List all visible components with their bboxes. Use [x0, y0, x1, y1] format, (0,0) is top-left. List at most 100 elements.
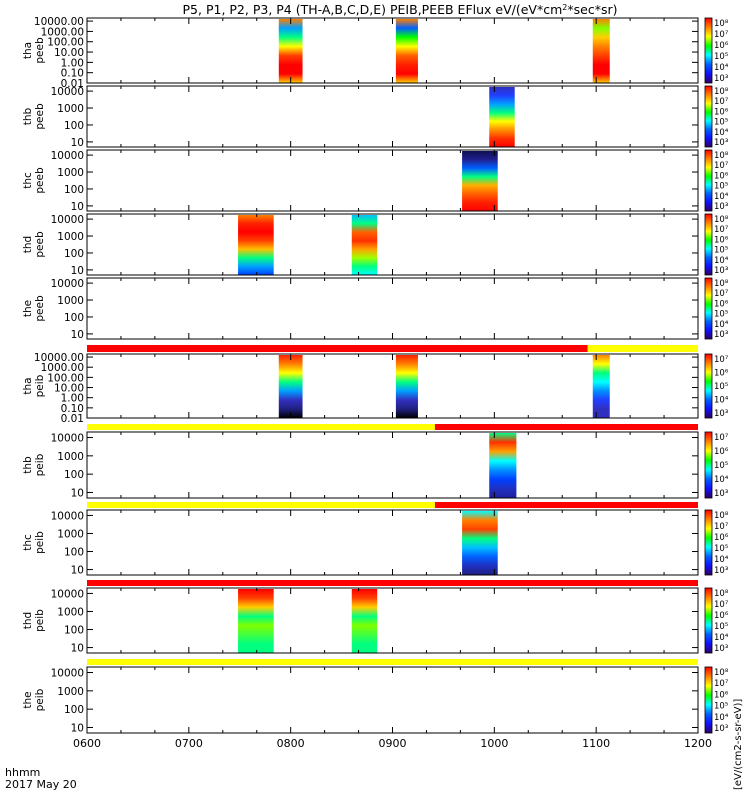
y-tick-label-1-3: 10: [71, 137, 84, 149]
colorbar-tick-5-2: 10⁵: [714, 382, 728, 392]
panel-frame-8: [86, 587, 699, 654]
colorbar-tick-4-1: 10⁷: [714, 289, 729, 299]
flag-bar-segment-7-0: [87, 502, 435, 508]
colorbar-9: [704, 666, 713, 734]
date-label: 2017 May 20: [5, 778, 77, 791]
y-tick-label-8-2: 100: [64, 625, 84, 637]
spectrogram-block-6-0: [489, 433, 517, 498]
colorbar-tick-2-5: 10³: [714, 202, 728, 212]
y-tick-label-5-6: 0.01: [61, 413, 84, 425]
y-tick-label-5-4: 1.00: [61, 393, 84, 405]
chart-title: P5, P1, P2, P3, P4 (TH-A,B,C,D,E) PEIB,P…: [183, 2, 618, 17]
panel-frame-3: [86, 213, 699, 276]
colorbar-tick-0-4: 10⁴: [714, 63, 729, 73]
colorbar-tick-6-0: 10⁷: [714, 433, 729, 443]
colorbar-tick-2-1: 10⁷: [714, 161, 729, 171]
spectrogram-block-0-1: [395, 19, 418, 83]
y-tick-label-0-4: 1.00: [61, 57, 84, 69]
colorbar-tick-0-3: 10⁵: [714, 52, 728, 62]
colorbar-tick-0-5: 10³: [714, 74, 728, 84]
y-tick-label-4-1: 1000: [57, 295, 84, 307]
colorbar-tick-3-1: 10⁷: [714, 225, 729, 235]
y-tick-label-4-3: 10: [71, 329, 84, 341]
y-tick-label-1-2: 100: [64, 120, 84, 132]
y-tick-label-1-0: 10000: [51, 86, 84, 98]
y-tick-label-7-2: 100: [64, 547, 84, 559]
colorbar-tick-4-5: 10³: [714, 330, 728, 340]
panel-label-1: thbpeeb: [22, 103, 46, 130]
colorbar-tick-1-2: 10⁶: [714, 107, 729, 117]
y-tick-label-5-2: 100.00: [47, 372, 84, 384]
x-tick-label-2: 0800: [277, 737, 305, 750]
spectrogram-block-5-1: [395, 355, 418, 418]
panel-label-2: thcpeeb: [22, 167, 46, 194]
colorbar-tick-3-2: 10⁶: [714, 235, 729, 245]
panel-frame-7: [86, 509, 699, 576]
panel-frame-4: [86, 277, 699, 340]
colorbar-tick-8-3: 10⁵: [714, 622, 728, 632]
colorbar-tick-7-2: 10⁶: [714, 533, 729, 543]
flag-bar-segment-5-0: [87, 345, 588, 352]
colorbar-tick-8-1: 10⁷: [714, 600, 729, 610]
flag-bar-segment-6-1: [434, 424, 698, 430]
colorbar-tick-0-2: 10⁶: [714, 41, 729, 51]
y-tick-label-0-6: 0.01: [61, 78, 84, 90]
y-tick-label-5-1: 1000.00: [41, 362, 84, 374]
spectrogram-block-3-1: [351, 215, 378, 275]
colorbar-tick-7-3: 10⁵: [714, 544, 728, 554]
x-tick-label-4: 1000: [480, 737, 508, 750]
y-tick-label-2-2: 100: [64, 184, 84, 196]
colorbar-tick-2-0: 10⁸: [714, 151, 729, 161]
colorbar-tick-4-3: 10⁵: [714, 310, 728, 320]
y-tick-label-2-1: 1000: [57, 167, 84, 179]
y-tick-label-5-0: 10000.00: [34, 352, 84, 364]
colorbar-title: [eV/(cm2-s-sr-eV)]: [733, 699, 744, 790]
colorbar-tick-1-1: 10⁷: [714, 97, 729, 107]
colorbar-7: [704, 509, 713, 576]
y-tick-label-6-3: 10: [71, 487, 84, 499]
y-tick-label-2-0: 10000: [51, 150, 84, 162]
y-tick-label-3-2: 100: [64, 248, 84, 260]
colorbar-tick-4-2: 10⁶: [714, 299, 729, 309]
y-tick-label-4-0: 10000: [51, 278, 84, 290]
flag-bar-segment-5-1: [587, 345, 698, 352]
flag-bar-segment-7-1: [434, 502, 698, 508]
colorbar-tick-1-3: 10⁵: [714, 118, 728, 128]
colorbar-tick-8-2: 10⁶: [714, 611, 729, 621]
y-tick-label-9-1: 1000: [57, 686, 84, 698]
colorbar-6: [704, 431, 713, 499]
panel-label-5: thapeib: [22, 374, 46, 397]
panel-thb-peib: 10000 1000 100 10 thbpeib 10⁷ 10⁶ 10⁵ 10⁴ 10³: [22, 424, 729, 499]
flag-bar-segment-8-0: [87, 580, 698, 586]
panel-frame-1: [86, 85, 699, 148]
colorbar-tick-5-1: 10⁶: [714, 369, 729, 379]
colorbar-tick-9-0: 10⁸: [714, 668, 729, 678]
colorbar-tick-1-0: 10⁸: [714, 87, 729, 97]
y-tick-label-7-0: 10000: [51, 510, 84, 522]
x-axis-title: hhmm: [5, 766, 40, 779]
colorbar-tick-2-2: 10⁶: [714, 171, 729, 181]
y-tick-label-3-3: 10: [71, 265, 84, 277]
y-tick-label-1-1: 1000: [57, 103, 84, 115]
y-tick-label-3-1: 1000: [57, 231, 84, 243]
colorbar-tick-3-3: 10⁵: [714, 246, 728, 256]
colorbar-tick-9-3: 10⁵: [714, 702, 728, 712]
colorbar-tick-4-4: 10⁴: [714, 320, 729, 330]
colorbar-tick-7-4: 10⁴: [714, 555, 729, 565]
colorbar-4: [704, 277, 713, 340]
colorbar-2: [704, 149, 713, 212]
panel-frame-6: [86, 431, 699, 499]
colorbar-3: [704, 213, 713, 276]
colorbar-tick-7-0: 10⁸: [714, 511, 729, 521]
colorbar-tick-0-1: 10⁷: [714, 30, 729, 40]
x-axis: 0600 0700 0800 0900 1000 1100 1200: [73, 737, 712, 750]
panel-frame-2: [86, 149, 699, 212]
y-tick-label-7-1: 1000: [57, 528, 84, 540]
